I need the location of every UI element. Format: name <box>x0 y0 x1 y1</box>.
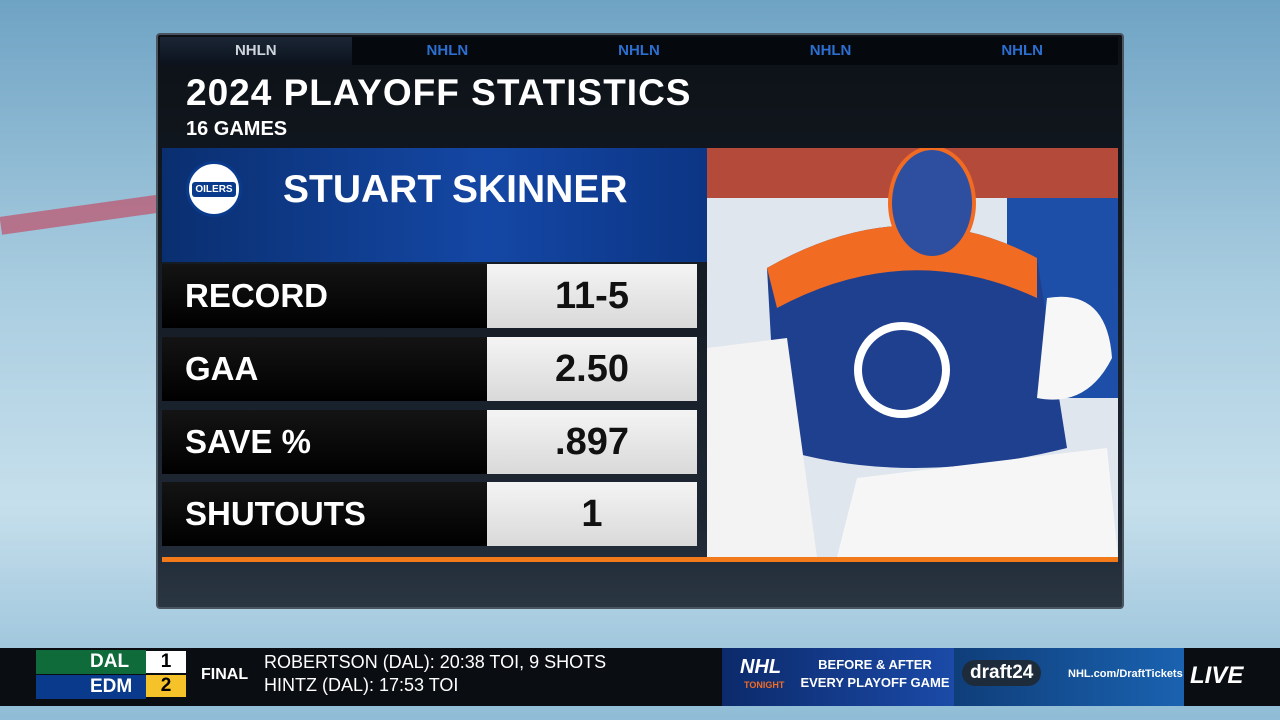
stat-value: 1 <box>487 482 697 546</box>
team-logo: OILERS <box>186 161 242 217</box>
player-photo <box>707 148 1118 557</box>
team-box <box>36 650 146 674</box>
tab[interactable]: NHLN <box>1001 42 1043 59</box>
promo-line: EVERY PLAYOFF GAME <box>800 675 950 690</box>
stat-value: 11-5 <box>487 264 697 328</box>
title: 2024 PLAYOFF STATISTICS <box>186 72 692 113</box>
accent-line <box>162 557 1118 562</box>
tab[interactable]: NHLN <box>809 42 852 59</box>
team-score: 2 <box>146 675 186 697</box>
stat-label: GAA <box>162 337 487 401</box>
promo-brand: NHL <box>740 656 782 678</box>
player-name: STUART SKINNER <box>283 168 628 211</box>
logo-text: OILERS <box>192 181 236 197</box>
team-box <box>36 675 146 699</box>
stat-value: 2.50 <box>487 337 697 401</box>
game-status: FINAL <box>201 666 249 683</box>
promo-line: BEFORE & AFTER <box>818 657 932 672</box>
player-band <box>162 148 707 262</box>
team-abbr: DAL <box>90 651 130 672</box>
promo-brand-sub: TONIGHT <box>744 680 785 690</box>
tab[interactable]: NHLN <box>160 37 352 65</box>
draft-logo: draft24 <box>962 660 1042 686</box>
subtitle: 16 GAMES <box>186 118 288 140</box>
team-score: 1 <box>146 651 186 673</box>
stat-label: RECORD <box>162 264 487 328</box>
ticker-line: ROBERTSON (DAL): 20:38 TOI, 9 SHOTS <box>264 652 607 672</box>
stat-label: SHUTOUTS <box>162 482 487 546</box>
team-abbr: EDM <box>90 676 133 697</box>
stat-value: .897 <box>487 410 697 474</box>
ticker: DAL EDM 1 2 FINAL ROBERTSON (DAL): 20:38… <box>0 648 1280 706</box>
ice-line <box>0 193 171 235</box>
stat-label: SAVE % <box>162 410 487 474</box>
ticker-line: HINTZ (DAL): 17:53 TOI <box>264 675 459 695</box>
live-badge: LIVE <box>1190 662 1244 689</box>
draft-url: NHL.com/DraftTickets <box>1068 668 1183 680</box>
tab-bar: NHLN NHLN NHLN NHLN NHLN <box>160 37 1118 65</box>
tab[interactable]: NHLN <box>618 42 660 59</box>
tab[interactable]: NHLN <box>426 42 469 59</box>
promo-box <box>722 648 954 706</box>
